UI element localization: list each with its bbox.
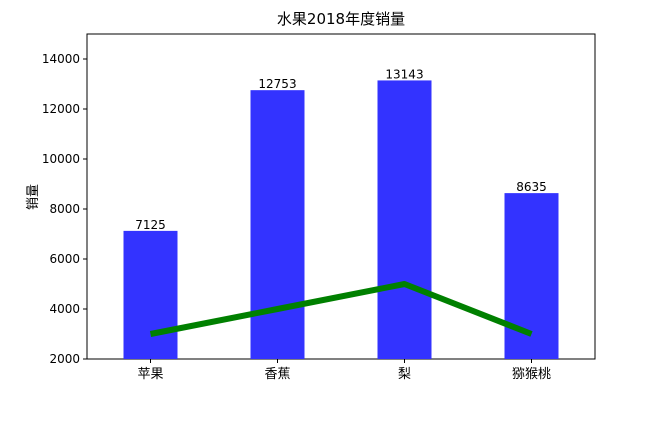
y-axis: 2000 4000 6000 8000 10000 12000 14000	[42, 52, 87, 366]
plot-area	[86, 33, 596, 360]
bar-series	[123, 80, 559, 360]
y-tick-label: 14000	[42, 52, 80, 66]
bar	[250, 90, 305, 360]
x-tick-label: 苹果	[137, 367, 163, 382]
y-tick-label: 4000	[49, 302, 80, 316]
x-tick-label: 梨	[398, 367, 411, 382]
chart-title: 水果2018年度销量	[277, 10, 405, 28]
y-axis-label: 销量	[26, 184, 41, 210]
line-path	[149, 281, 533, 337]
y-tick-label: 2000	[49, 352, 80, 366]
line-series	[149, 281, 533, 337]
x-tick-label: 香蕉	[264, 367, 290, 382]
y-tick-label: 8000	[49, 202, 80, 216]
bar-value-label: 12753	[258, 77, 296, 91]
bar-value-label: 7125	[135, 218, 166, 232]
x-tick-label: 猕猴桃	[512, 367, 551, 382]
y-tick-label: 12000	[42, 102, 80, 116]
y-tick-label: 10000	[42, 152, 80, 166]
bar-value-label: 8635	[516, 180, 547, 194]
bar	[377, 80, 432, 360]
data-labels: 7125 12753 13143 8635	[135, 67, 547, 231]
bar	[504, 193, 559, 359]
y-tick-label: 6000	[49, 252, 80, 266]
x-axis: 苹果 香蕉 梨 猕猴桃	[137, 359, 551, 382]
bar	[123, 230, 178, 359]
bar-value-label: 13143	[385, 67, 423, 81]
